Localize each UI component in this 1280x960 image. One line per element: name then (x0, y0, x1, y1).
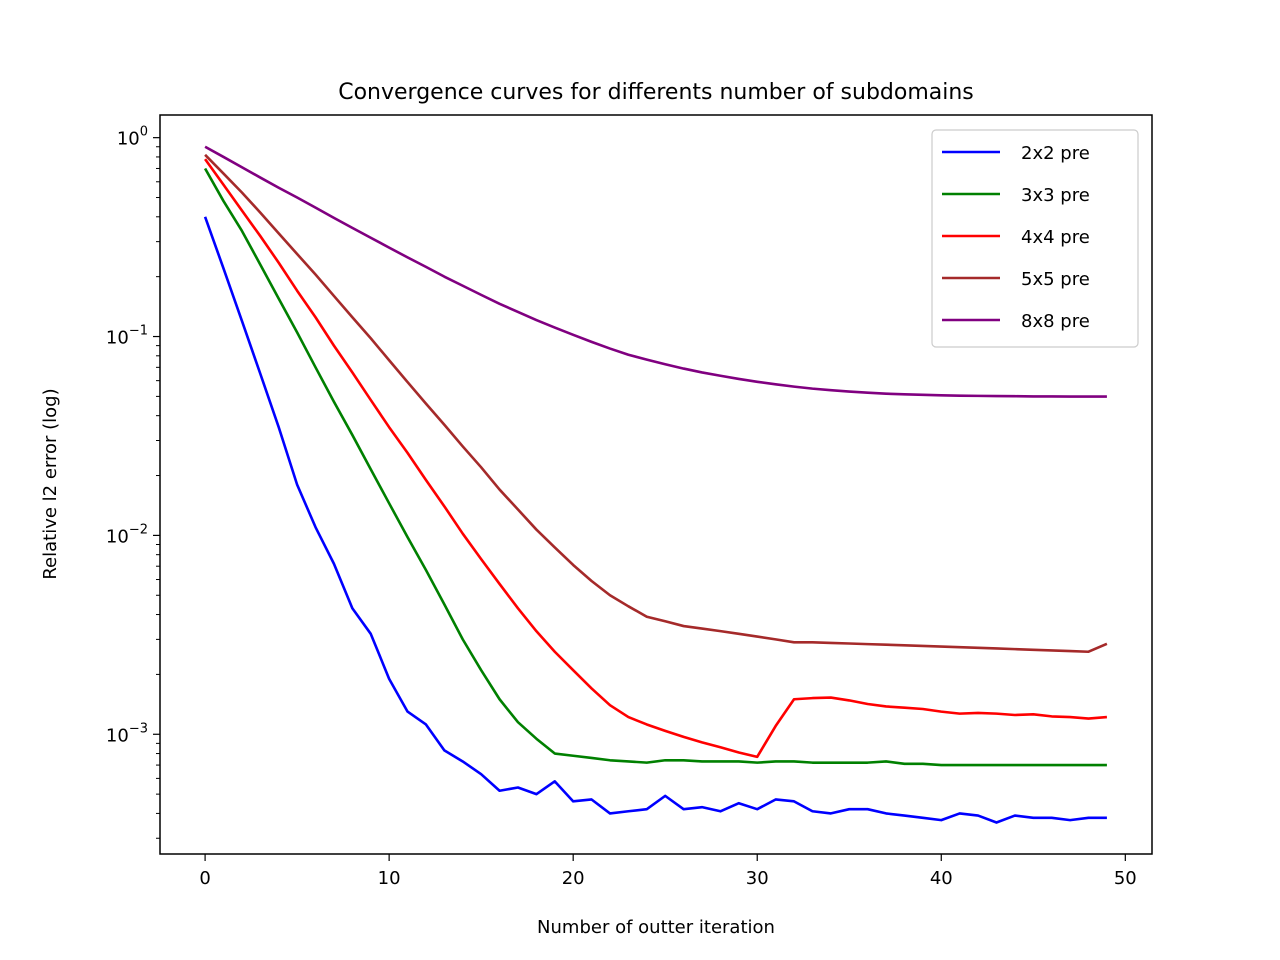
x-tick-label: 20 (562, 868, 585, 889)
y-tick-label: 10−1 (106, 324, 148, 349)
x-tick-label: 30 (746, 868, 769, 889)
series-layer (203, 145, 1108, 824)
legend-label: 8x8 pre (1021, 311, 1090, 332)
x-tick-label: 50 (1114, 868, 1137, 889)
series-line-8x8-pre (204, 145, 1107, 398)
legend-label: 3x3 pre (1021, 185, 1090, 206)
series-line-3x3-pre (203, 167, 1107, 767)
plot-frame (159, 114, 1153, 855)
legend-label: 4x4 pre (1021, 227, 1090, 248)
x-axis-label: Number of outter iteration (537, 917, 775, 938)
chart-title: Convergence curves for differents number… (338, 80, 974, 105)
y-axis: 100 10−1 10−2 10−3 (106, 125, 160, 839)
series-line-4x4-pre (204, 158, 1108, 759)
legend-label: 2x2 pre (1021, 143, 1090, 164)
y-tick-label: 10−2 (106, 522, 148, 547)
x-tick-label: 10 (378, 868, 401, 889)
legend-label: 5x5 pre (1021, 269, 1090, 290)
legend-box (931, 129, 1139, 348)
x-axis: 0 10 20 30 40 50 (199, 854, 1137, 889)
x-tick-label: 0 (199, 868, 210, 889)
series-line-2x2-pre (203, 216, 1107, 824)
x-tick-label: 40 (930, 868, 953, 889)
series-line-5x5-pre (204, 153, 1108, 654)
legend: 2x2 pre 3x3 pre 4x4 pre 5x5 pre 8x8 pre (931, 129, 1139, 348)
y-tick-label: 100 (117, 125, 148, 150)
y-tick-label: 10−3 (106, 721, 148, 746)
y-axis-label: Relative l2 error (log) (40, 388, 61, 579)
